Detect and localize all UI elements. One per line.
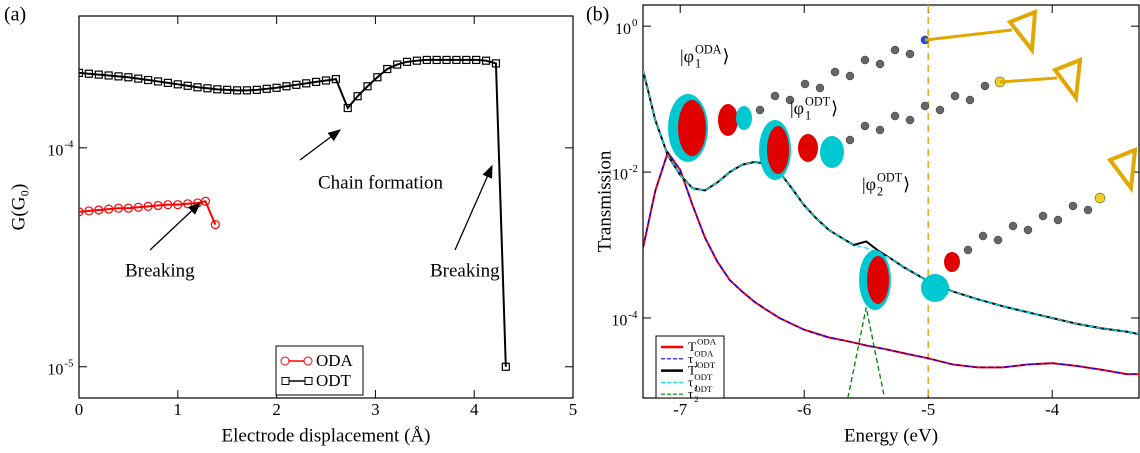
ket-label-suffix: ⟩ — [723, 46, 730, 66]
legend-marker — [282, 378, 289, 385]
ket-label-text: |φ — [862, 174, 876, 194]
x-tick-label: -6 — [797, 400, 811, 419]
y-tick-label-sup: 0 — [632, 17, 638, 29]
legend-label: ODA — [316, 351, 354, 370]
orbital-odt2 — [859, 250, 960, 310]
y-tick-label-sup: -4 — [64, 139, 74, 151]
y-tick-label-text: 10 — [612, 167, 628, 184]
x-tick-label: 5 — [569, 400, 578, 419]
series-line — [643, 70, 1139, 334]
x-tick-label: -7 — [673, 400, 688, 419]
x-tick-label: 2 — [272, 400, 281, 419]
x-tick-label: -5 — [921, 400, 935, 419]
annotation-arrow — [300, 130, 340, 160]
legend-label-sup: ODA — [694, 348, 714, 358]
annotation-arrow — [455, 166, 492, 250]
x-tick-label: 4 — [470, 400, 479, 419]
legend-label-sub: 2 — [694, 394, 698, 404]
ket-label-sub: 2 — [877, 185, 883, 199]
x-tick-label: 1 — [174, 400, 183, 419]
y-tick-label-text: 10 — [611, 313, 627, 330]
orbital-oda — [668, 94, 752, 162]
y-tick-label: 10-2 — [612, 163, 638, 184]
y-tick-label-sup: -4 — [628, 309, 638, 321]
legend-marker — [304, 357, 312, 365]
panel-label: (a) — [4, 4, 26, 26]
y-tick-label: 10-5 — [47, 358, 74, 379]
series-line — [79, 60, 506, 367]
legend-label-sup: ODT — [694, 384, 713, 394]
legend-label-sup: ODT — [697, 360, 716, 370]
y-tick-label-sup: -5 — [64, 358, 74, 370]
ket-label-sup: ODA — [695, 42, 722, 56]
series-line — [79, 201, 215, 224]
annotation: Chain formation — [318, 172, 444, 193]
chain-odt2 — [964, 150, 1135, 254]
legend-marker — [305, 378, 312, 385]
annotation: Breaking — [430, 260, 500, 281]
x-tick-label: 3 — [371, 400, 380, 419]
marker — [211, 221, 219, 229]
legend-label-sup: ODT — [694, 372, 713, 382]
ket-label-sup: ODT — [805, 94, 831, 108]
plot-area — [75, 56, 509, 370]
y-tick-label-sup: -2 — [629, 163, 638, 175]
chain-odt1 — [846, 60, 1080, 144]
annotation: Breaking — [125, 260, 195, 281]
plot-frame — [79, 16, 573, 398]
legend-marker — [281, 357, 289, 365]
legend-label-sup: ODA — [697, 337, 717, 347]
orbital-odt1 — [759, 120, 844, 180]
x-axis-label: Electrode displacement (Å) — [222, 425, 431, 446]
x-axis-label: Energy (eV) — [844, 425, 938, 446]
ket-label-sup: ODT — [877, 170, 903, 184]
y-axis-label: Transmission — [594, 150, 615, 252]
legend-label-text: τ — [688, 386, 693, 401]
x-tick-label: 0 — [75, 400, 84, 419]
series-line — [841, 307, 891, 429]
ket-label-text: |φ — [790, 98, 804, 118]
ket-label-sub: 1 — [695, 57, 701, 71]
y-tick-label-text: 10 — [47, 361, 63, 378]
y-tick-label: 10-4 — [47, 139, 74, 160]
y-tick-label-text: 10 — [47, 142, 63, 159]
legend-label: ODT — [316, 371, 352, 390]
y-axis-label: G(G₀) — [8, 184, 29, 231]
ket-label-sub: 1 — [805, 109, 811, 123]
panel-label: (b) — [586, 4, 609, 26]
series-line — [643, 70, 1139, 334]
ket-label-suffix: ⟩ — [831, 98, 838, 118]
ket-label-text: |φ — [680, 46, 694, 66]
figure: (a) Electrode displacement (Å) G(G₀) 0 1 2 3 4 5… — [0, 0, 1140, 453]
y-tick-label-text: 10 — [615, 21, 631, 38]
y-tick-label: 10-4 — [611, 309, 638, 330]
x-tick-label: -4 — [1045, 400, 1060, 419]
ket-label-suffix: ⟩ — [903, 174, 910, 194]
